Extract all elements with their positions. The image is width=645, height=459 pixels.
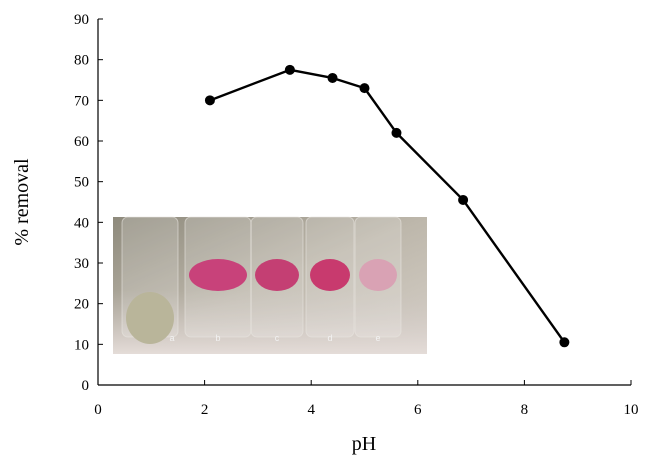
y-tick-label: 70 bbox=[74, 93, 89, 109]
y-tick-label: 60 bbox=[74, 134, 89, 150]
x-tick-label: 10 bbox=[624, 402, 639, 418]
y-tick-label: 80 bbox=[74, 53, 89, 69]
y-tick-label: 20 bbox=[74, 297, 89, 313]
y-tick-label: 10 bbox=[74, 337, 89, 353]
tube-label: c bbox=[275, 333, 280, 343]
y-tick-label: 0 bbox=[82, 378, 90, 394]
tube-label: a bbox=[169, 333, 174, 343]
tube-sample bbox=[359, 259, 397, 291]
y-tick-label: 30 bbox=[74, 256, 89, 272]
x-tick-label: 2 bbox=[201, 402, 209, 418]
tube-sample bbox=[189, 259, 247, 291]
data-point bbox=[204, 95, 215, 106]
data-point bbox=[359, 83, 370, 94]
x-axis-label: pH bbox=[352, 433, 376, 455]
y-tick-label: 40 bbox=[74, 215, 89, 231]
data-point bbox=[391, 127, 402, 138]
x-tick-label: 8 bbox=[521, 402, 529, 418]
y-axis-label: % removal bbox=[11, 158, 33, 246]
y-tick-label: 50 bbox=[74, 175, 89, 191]
data-point bbox=[559, 337, 570, 348]
tube-label: b bbox=[215, 333, 220, 343]
x-tick-label: 0 bbox=[94, 402, 102, 418]
tube-sample bbox=[255, 259, 299, 291]
tube-sample bbox=[126, 292, 174, 344]
tube-label: e bbox=[375, 333, 380, 343]
axes: 0 10 20 30 40 50 60 70 80 90 0 2 4 6 8 10 bbox=[74, 12, 639, 418]
x-tick-label: 4 bbox=[307, 402, 315, 418]
data-point bbox=[327, 72, 338, 83]
x-tick-label: 6 bbox=[414, 402, 422, 418]
data-point bbox=[458, 194, 469, 205]
y-tick-label: 90 bbox=[74, 12, 89, 28]
tube-sample bbox=[310, 259, 350, 291]
data-point bbox=[284, 64, 295, 75]
tube-label: d bbox=[327, 333, 332, 343]
sample-tubes-photo: a b c d e bbox=[113, 216, 427, 354]
